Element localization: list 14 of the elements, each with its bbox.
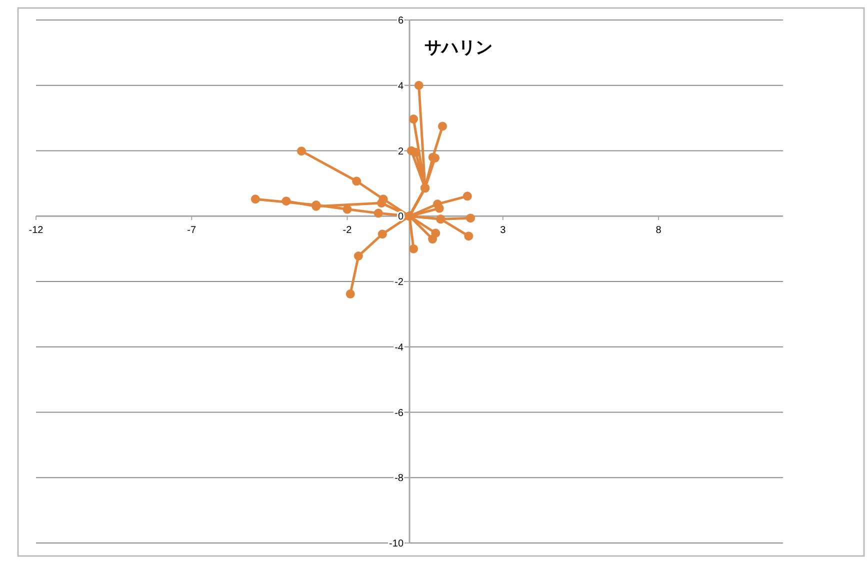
- x-tick-label: -12: [28, 225, 44, 236]
- x-tick-label: -2: [342, 225, 352, 236]
- y-tick-label: 6: [398, 16, 404, 26]
- y-tick-label: 4: [398, 80, 404, 92]
- x-tick-label: -7: [187, 225, 196, 236]
- x-tick-label: 8: [656, 225, 662, 236]
- y-tick-label: -10: [389, 538, 404, 550]
- y-tick-label: -8: [394, 473, 404, 484]
- y-tick-label: -2: [394, 277, 404, 288]
- x-tick-label: 3: [500, 225, 506, 236]
- y-tick-label: 2: [398, 146, 404, 158]
- text: サハリン: [424, 38, 492, 57]
- y-tick-label: -4: [394, 342, 404, 354]
- y-tick-label: -6: [394, 408, 404, 419]
